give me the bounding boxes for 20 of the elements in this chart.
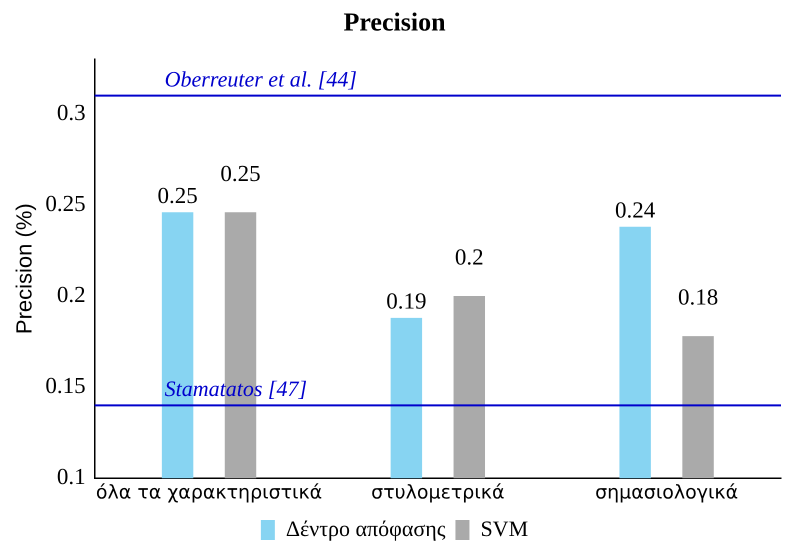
ref-line-label: Stamatatos [47] <box>164 376 308 402</box>
x-tick-label: στυλομετρικά <box>371 482 505 504</box>
x-tick-label: σημασιολογικά <box>595 482 738 504</box>
legend-label: Δέντρο απόφασης <box>286 516 446 541</box>
y-axis-title: Precision (%) <box>11 203 36 334</box>
y-tick-label: 0.3 <box>56 100 86 125</box>
ref-line-label: Oberreuter et al. [44] <box>164 66 357 92</box>
x-tick-label: όλα τα χαρακτηριστικά <box>96 482 322 504</box>
y-tick-label: 0.15 <box>45 373 86 398</box>
data-label: 0.19 <box>386 288 426 314</box>
y-tick-label: 0.1 <box>56 464 86 490</box>
data-label: 0.18 <box>678 284 718 310</box>
data-label: 0.25 <box>157 182 198 208</box>
y-tick-label: 0.2 <box>56 282 86 308</box>
legend-label: SVM <box>480 516 528 541</box>
chart-title: Precision <box>343 7 446 36</box>
data-label: 0.25 <box>220 160 261 186</box>
y-tick-label: 0.25 <box>45 190 86 216</box>
data-label: 0.2 <box>454 244 484 270</box>
data-label: 0.24 <box>615 197 656 222</box>
